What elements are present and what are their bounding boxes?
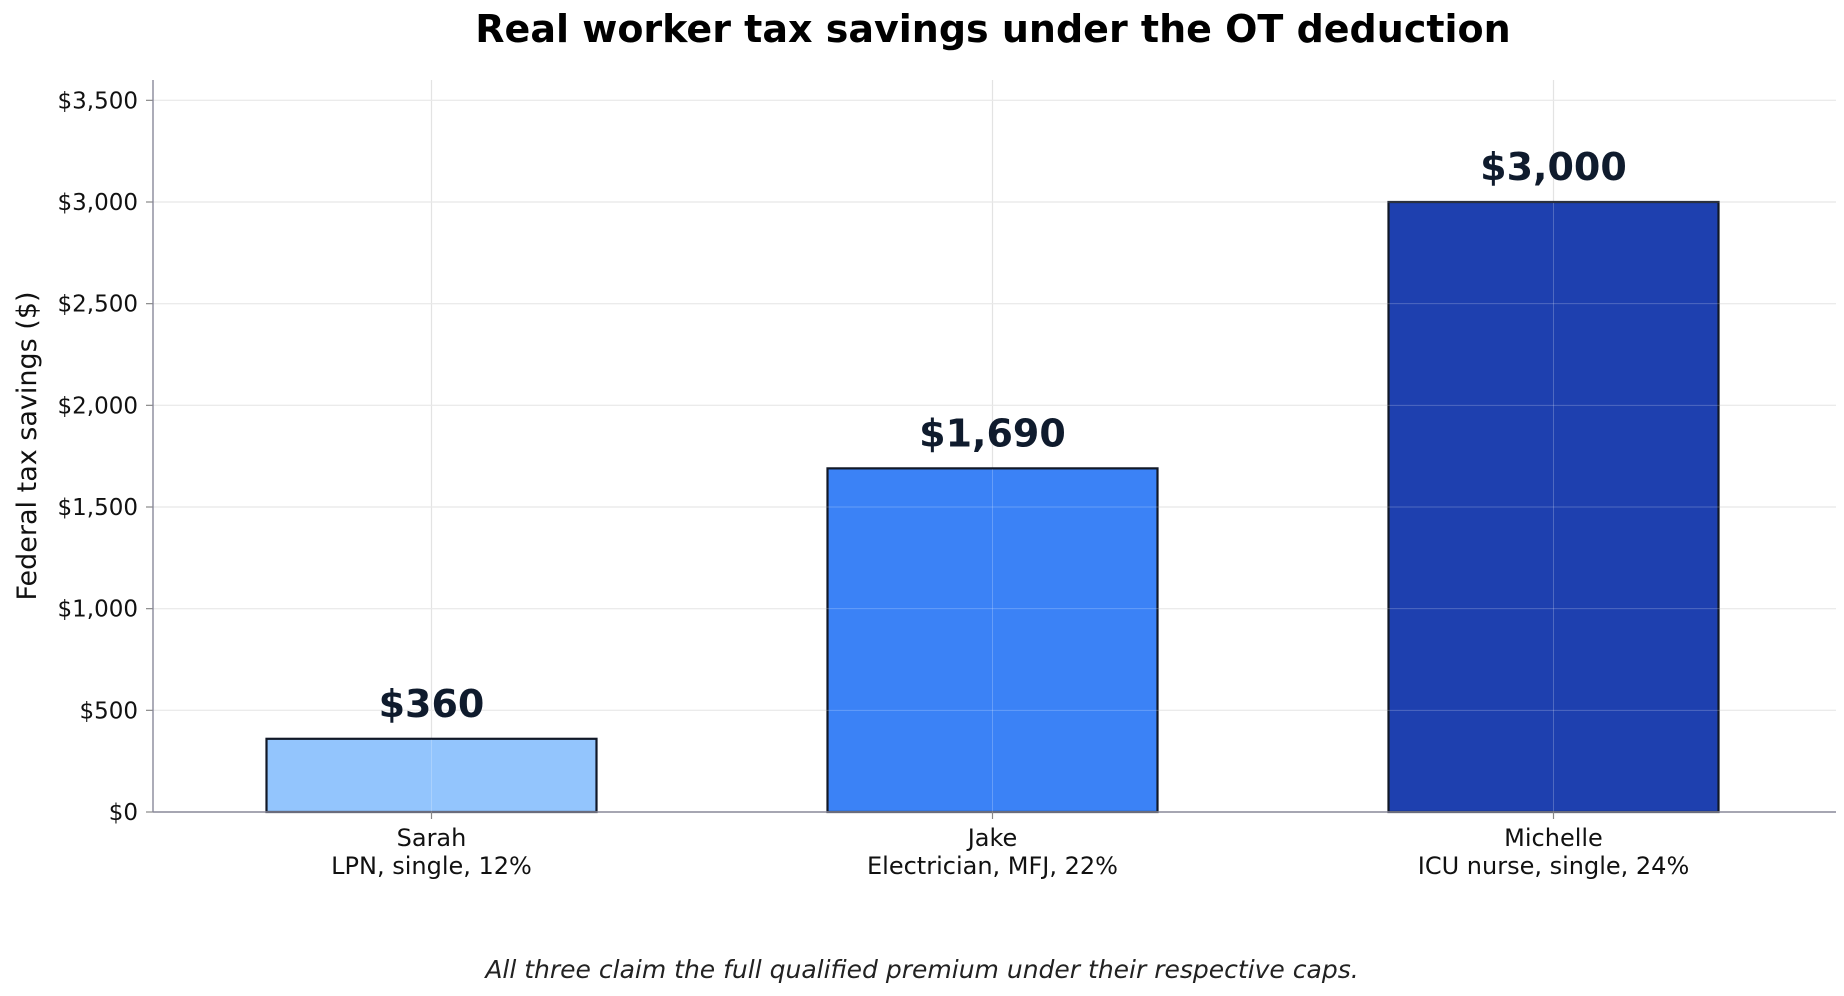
- data-label-michelle: $3,000: [1480, 145, 1627, 189]
- y-tick-label: $2,500: [58, 292, 138, 318]
- chart-caption: All three claim the full qualified premi…: [483, 955, 1358, 984]
- bar-sarah: [265, 737, 598, 814]
- y-tick-label: $1,000: [58, 597, 138, 623]
- bar-jake: [826, 467, 1159, 814]
- x-tick-label-name: Sarah: [397, 824, 467, 852]
- y-tick-label: $3,000: [58, 190, 138, 216]
- x-tick-label-detail: Electrician, MFJ, 22%: [867, 852, 1118, 880]
- x-tick-label-detail: LPN, single, 12%: [331, 852, 532, 880]
- x-tick-label-name: Michelle: [1504, 824, 1603, 852]
- y-tick-label: $2,000: [58, 393, 138, 419]
- chart-title: Real worker tax savings under the OT ded…: [475, 7, 1510, 51]
- data-labels: $360 $1,690 $3,000: [379, 145, 1627, 726]
- y-tick-label: $3,500: [58, 88, 138, 114]
- grid-overlay: [153, 99, 1836, 812]
- y-tick-label: $1,500: [58, 495, 138, 521]
- y-tick-label: $0: [109, 800, 138, 826]
- x-tick-label-name: Jake: [966, 824, 1018, 852]
- y-tick-label: $500: [79, 698, 138, 724]
- axes: [146, 80, 1836, 819]
- data-label-sarah: $360: [379, 682, 485, 726]
- x-tick-label-detail: ICU nurse, single, 24%: [1418, 852, 1690, 880]
- y-axis-label: Federal tax savings ($): [12, 291, 43, 600]
- data-label-jake: $1,690: [919, 411, 1066, 455]
- y-tick-labels: $0 $500 $1,000 $1,500 $2,000 $2,500 $3,000 $3,5…: [58, 88, 138, 826]
